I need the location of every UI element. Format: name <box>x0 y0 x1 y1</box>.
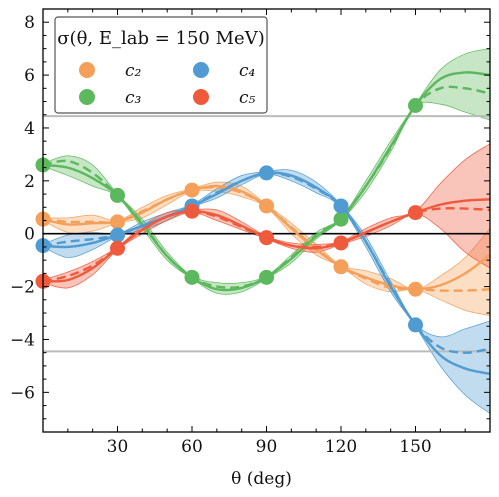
point-c2-1 <box>110 214 125 230</box>
y-tick-label: 2 <box>24 172 35 192</box>
legend-label-c2: c₂ <box>125 61 142 81</box>
reference-lines <box>43 115 490 353</box>
legend: σ(θ, E_lab = 150 MeV) c₂ c₃ c₄ c₅ <box>54 16 268 114</box>
point-c2-5 <box>408 281 423 297</box>
y-tick-label: 4 <box>24 119 35 139</box>
point-c5-5 <box>408 205 423 221</box>
y-tick-label: 8 <box>24 13 35 33</box>
legend-label-c5: c₅ <box>239 88 256 108</box>
point-c2-4 <box>333 259 349 275</box>
y-tick-label: 6 <box>24 66 35 86</box>
x-tick-label: 90 <box>256 437 278 457</box>
series-curves <box>43 71 490 376</box>
legend-label-c3: c₃ <box>125 88 142 108</box>
point-c4-1 <box>110 227 125 243</box>
legend-box <box>54 16 268 114</box>
y-tick-label: −6 <box>10 383 35 403</box>
axis-ticks: 30 60 90 120 150 −6 −4 −2 0 2 4 6 8 <box>10 9 491 457</box>
point-c4-5 <box>408 317 423 333</box>
point-c3-1 <box>110 187 125 203</box>
legend-marker-c2 <box>79 62 95 78</box>
legend-marker-c4 <box>193 62 209 78</box>
point-c4-3 <box>259 165 274 181</box>
point-c3-4 <box>333 211 349 227</box>
point-c5-2 <box>184 203 200 219</box>
training-points <box>35 97 423 333</box>
legend-marker-c3 <box>79 89 95 105</box>
point-c3-2 <box>184 269 200 285</box>
point-c5-1 <box>110 240 125 256</box>
point-c2-3 <box>259 198 274 214</box>
legend-marker-c5 <box>193 89 209 105</box>
x-tick-label: 60 <box>181 437 203 457</box>
legend-title: σ(θ, E_lab = 150 MeV) <box>57 28 264 49</box>
point-c2-2 <box>184 182 200 198</box>
point-c4-4 <box>333 198 349 214</box>
x-tick-label: 120 <box>325 437 357 457</box>
x-axis-label: θ (deg) <box>231 469 292 489</box>
x-tick-label: 150 <box>399 437 431 457</box>
x-tick-label: 30 <box>107 437 129 457</box>
point-c3-5 <box>408 97 423 113</box>
y-tick-label: −4 <box>10 330 35 350</box>
y-tick-label: −2 <box>10 278 35 298</box>
point-c3-3 <box>259 269 274 285</box>
y-tick-label: 0 <box>24 225 35 245</box>
point-c5-4 <box>333 235 349 251</box>
legend-label-c4: c₄ <box>239 61 256 81</box>
point-c5-3 <box>259 230 274 246</box>
